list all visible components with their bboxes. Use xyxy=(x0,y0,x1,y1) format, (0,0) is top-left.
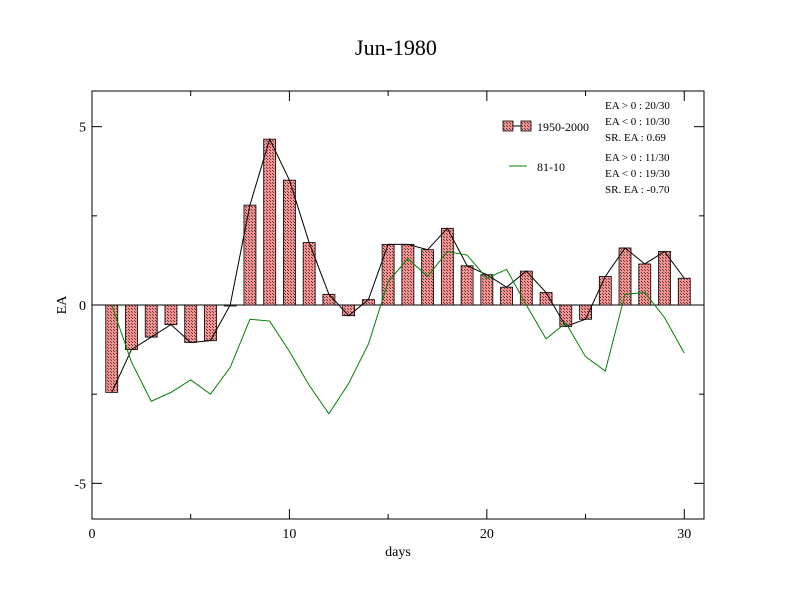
bar xyxy=(460,265,474,306)
chart-title: Jun-1980 xyxy=(355,35,437,60)
legend-swatch-1950-2000-left xyxy=(502,120,514,132)
bar xyxy=(618,247,632,306)
bar xyxy=(144,304,158,338)
y-tick-label: 0 xyxy=(79,299,86,314)
y-tick-label: -5 xyxy=(74,477,86,492)
bar xyxy=(184,304,198,343)
bar xyxy=(401,243,415,306)
bar xyxy=(677,277,691,306)
legend: 1950-2000 81-10 xyxy=(502,120,589,174)
stat-line: EA > 0 : 20/30 xyxy=(605,100,670,112)
x-tick-label: 0 xyxy=(89,527,96,542)
legend-swatch-1950-2000-right xyxy=(520,120,532,132)
bar xyxy=(125,304,138,350)
bar xyxy=(164,304,178,326)
y-axis-label: EA xyxy=(55,295,70,315)
bar xyxy=(302,242,316,306)
bar xyxy=(598,276,612,306)
stats-block-81-10: EA > 0 : 11/30 EA < 0 : 19/30 SR. EA : -… xyxy=(605,152,670,196)
line-series xyxy=(111,137,685,415)
bar xyxy=(638,263,652,306)
bar xyxy=(243,204,257,306)
bar xyxy=(500,286,513,306)
bar xyxy=(579,304,592,320)
x-axis-label: days xyxy=(385,545,411,560)
x-tick-label: 10 xyxy=(282,527,296,542)
stat-line: SR. EA : 0.69 xyxy=(605,132,666,144)
y-tick-label: 5 xyxy=(79,121,86,136)
bar-series xyxy=(105,138,691,393)
stat-line: EA < 0 : 10/30 xyxy=(605,116,670,128)
bar xyxy=(440,227,454,306)
legend-label-1950-2000: 1950-2000 xyxy=(537,120,589,134)
stat-line: EA > 0 : 11/30 xyxy=(605,152,670,164)
x-tick-label: 30 xyxy=(677,527,691,542)
bar xyxy=(658,251,671,306)
bar xyxy=(322,293,336,306)
stats-block-1950-2000: EA > 0 : 20/30 EA < 0 : 10/30 SR. EA : 0… xyxy=(605,100,670,144)
bar xyxy=(480,274,494,306)
bar xyxy=(421,249,435,306)
bar xyxy=(361,299,375,306)
stat-line: EA < 0 : 19/30 xyxy=(605,168,670,180)
bar xyxy=(283,179,296,306)
axis-ticks: 0 10 20 30 -5 0 5 xyxy=(74,91,704,542)
x-tick-label: 20 xyxy=(480,527,494,542)
legend-label-81-10: 81-10 xyxy=(537,160,565,174)
bar xyxy=(342,304,356,317)
line-1950-2000 xyxy=(111,137,685,393)
line-81-10 xyxy=(111,250,685,415)
bar xyxy=(263,138,277,306)
stat-line: SR. EA : -0.70 xyxy=(605,184,670,196)
bar xyxy=(204,304,217,342)
